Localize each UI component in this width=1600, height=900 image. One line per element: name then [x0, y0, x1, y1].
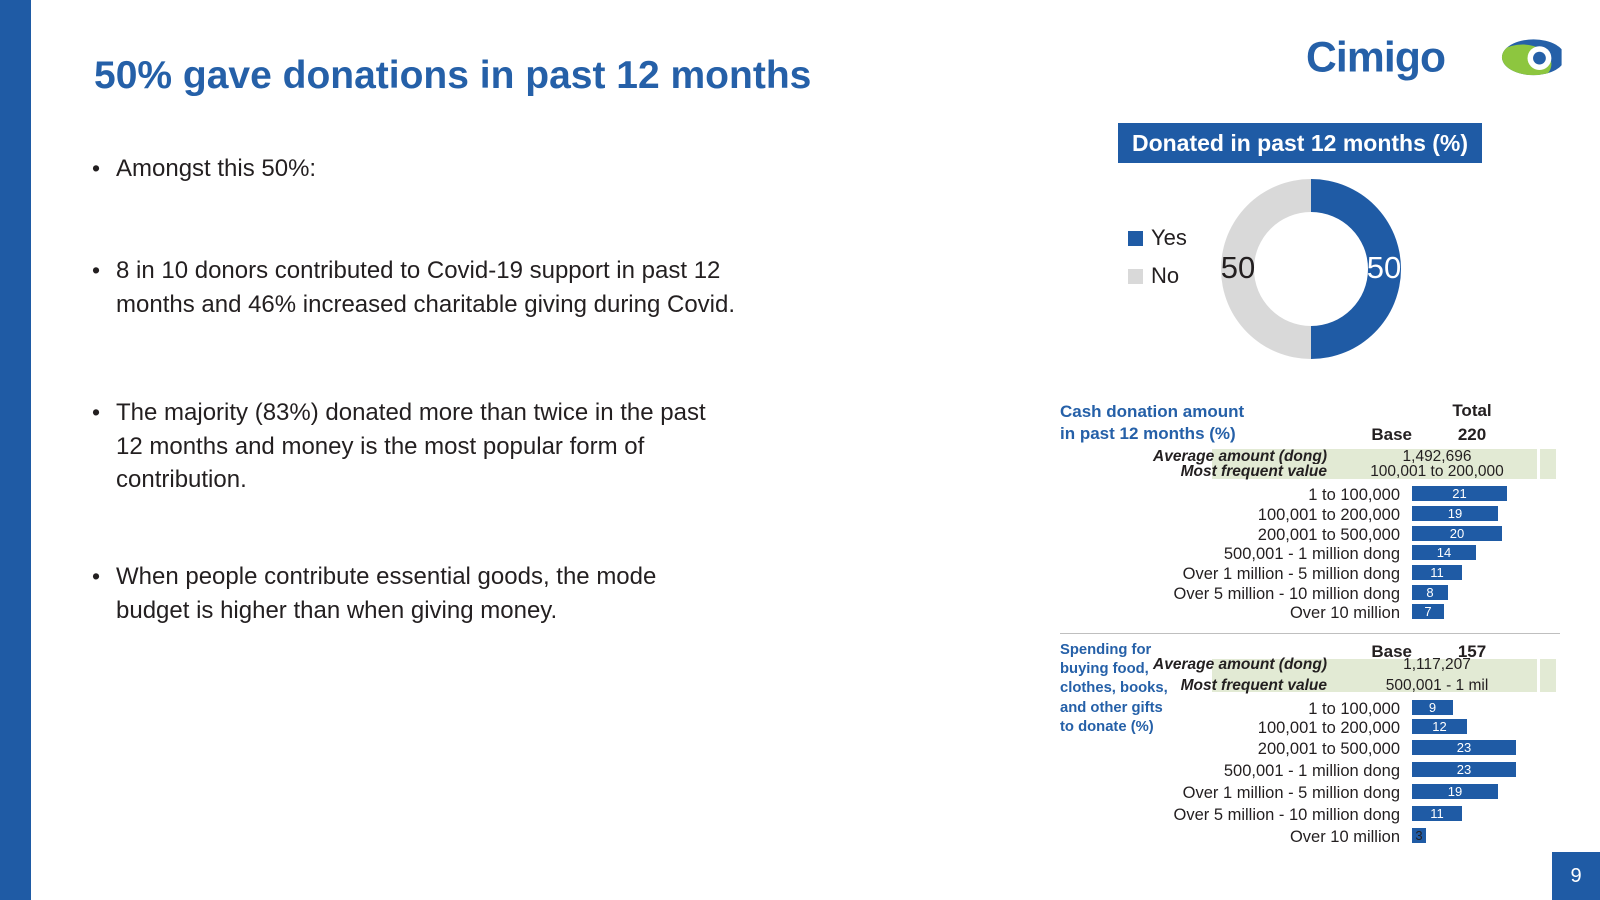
svg-text:Cimigo: Cimigo: [1306, 34, 1445, 82]
svg-text:50: 50: [1221, 250, 1255, 285]
svg-text:50: 50: [1367, 250, 1401, 285]
